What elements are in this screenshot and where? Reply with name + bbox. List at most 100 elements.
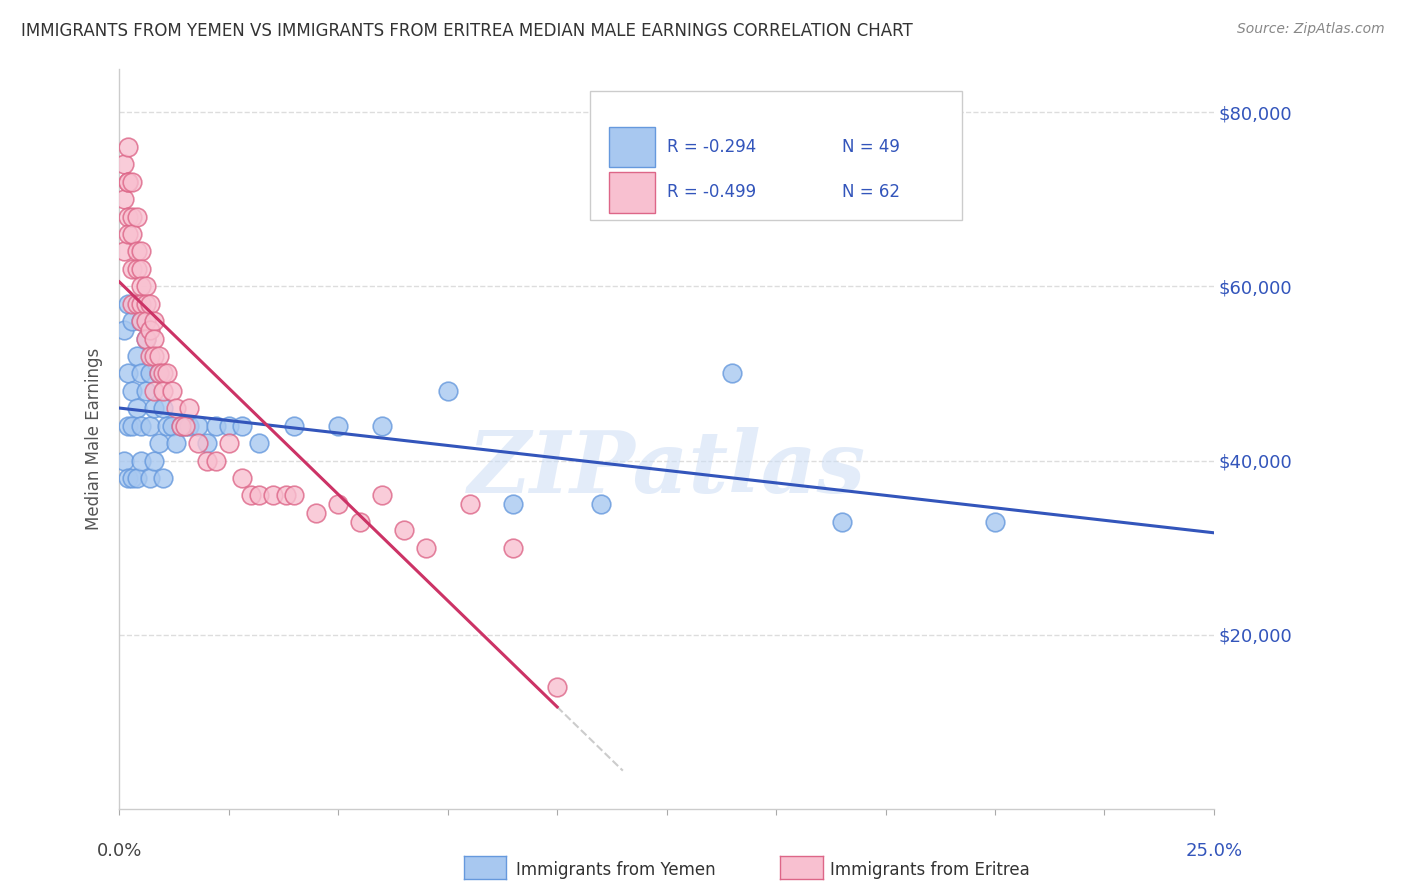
Text: IMMIGRANTS FROM YEMEN VS IMMIGRANTS FROM ERITREA MEDIAN MALE EARNINGS CORRELATIO: IMMIGRANTS FROM YEMEN VS IMMIGRANTS FROM… [21,22,912,40]
Point [195,436,218,450]
Point [125,297,148,311]
Point [231,471,253,485]
Point [129,367,152,381]
Point [135,314,157,328]
FancyBboxPatch shape [591,91,962,220]
Point [112,157,135,171]
Point [218,436,240,450]
Point [174,418,197,433]
Bar [609,127,655,168]
Point [121,297,143,311]
Text: Source: ZipAtlas.com: Source: ZipAtlas.com [1237,22,1385,37]
Point [148,349,170,363]
Point [121,227,143,241]
Point [179,401,201,416]
Point [169,418,191,433]
Point [392,523,415,537]
Point [156,418,179,433]
Point [283,418,305,433]
Text: R = -0.499: R = -0.499 [666,183,756,202]
Point [121,261,143,276]
Point [129,279,152,293]
Point [143,453,166,467]
Point [148,367,170,381]
Point [187,418,209,433]
Point [117,367,139,381]
Point [160,418,183,433]
Point [121,175,143,189]
Point [247,436,270,450]
Text: R = -0.294: R = -0.294 [666,138,756,156]
Text: 0.0%: 0.0% [97,842,142,860]
Point [458,497,481,511]
Point [117,210,139,224]
Point [247,488,270,502]
Point [231,418,253,433]
Point [371,418,394,433]
Point [125,244,148,259]
Point [328,497,350,511]
Point [135,384,157,398]
Point [143,384,166,398]
Point [262,488,284,502]
Point [139,418,162,433]
Point [129,314,152,328]
Point [152,471,174,485]
Point [135,297,157,311]
Point [195,453,218,467]
Point [121,384,143,398]
Point [129,244,152,259]
Point [129,418,152,433]
Y-axis label: Median Male Earnings: Median Male Earnings [86,348,103,530]
Point [187,436,209,450]
Point [239,488,262,502]
Text: 25.0%: 25.0% [1185,842,1243,860]
Point [135,279,157,293]
Point [139,367,162,381]
Point [117,297,139,311]
Point [143,349,166,363]
Point [152,384,174,398]
Point [121,418,143,433]
Point [112,192,135,206]
Point [283,488,305,502]
Point [125,401,148,416]
Point [148,367,170,381]
Point [174,418,197,433]
Text: N = 62: N = 62 [842,183,900,202]
Point [371,488,394,502]
Point [721,367,744,381]
Point [135,332,157,346]
Text: Immigrants from Yemen: Immigrants from Yemen [516,861,716,879]
Point [984,515,1007,529]
Point [125,210,148,224]
Point [436,384,458,398]
Point [112,323,135,337]
Point [117,227,139,241]
Point [112,453,135,467]
Point [165,436,187,450]
Point [546,680,568,694]
Point [135,332,157,346]
Text: Immigrants from Eritrea: Immigrants from Eritrea [830,861,1029,879]
Text: N = 49: N = 49 [842,138,900,156]
Point [139,471,162,485]
Point [169,418,191,433]
Point [274,488,297,502]
Point [139,349,162,363]
Point [179,418,201,433]
Point [204,453,226,467]
Point [139,323,162,337]
Point [165,401,187,416]
Point [143,314,166,328]
Point [502,541,524,555]
Point [143,401,166,416]
Point [112,244,135,259]
Point [160,384,183,398]
Point [125,471,148,485]
Point [117,175,139,189]
Point [117,175,139,189]
Point [117,418,139,433]
Point [156,367,179,381]
Point [121,210,143,224]
